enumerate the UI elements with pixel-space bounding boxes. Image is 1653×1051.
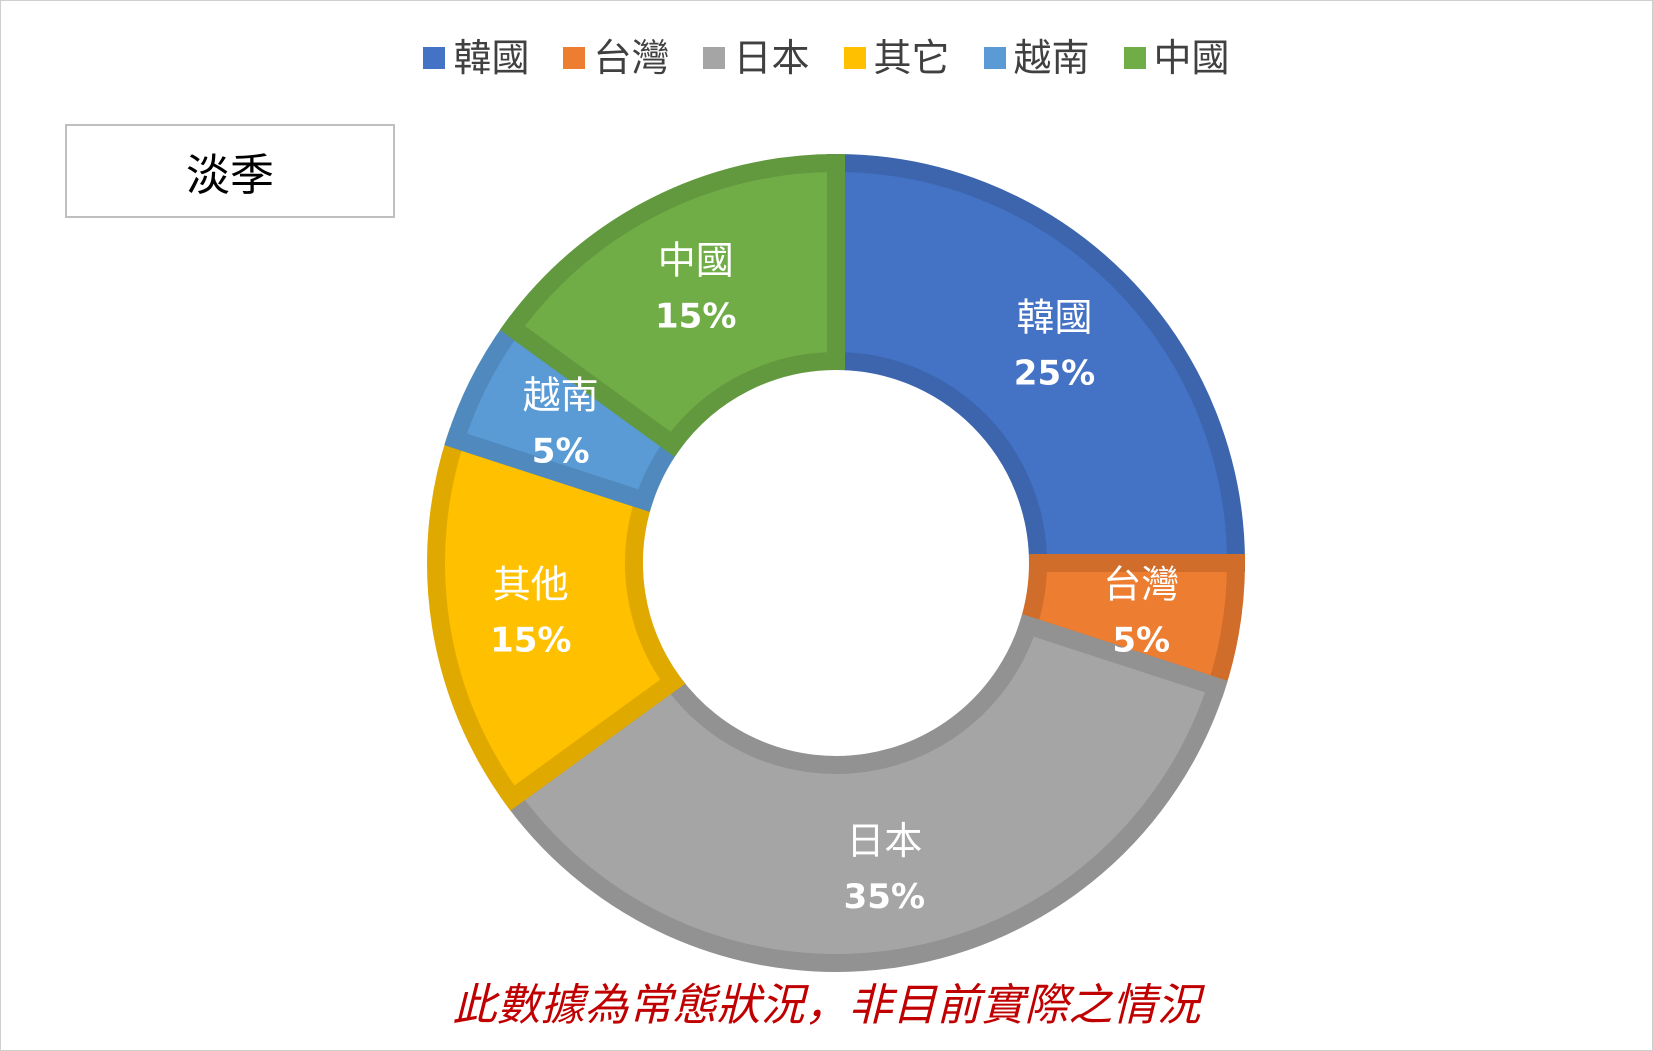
slice-percent-label-3: 15% xyxy=(490,620,571,660)
slice-category-label-0: 韓國 xyxy=(1016,296,1092,340)
slice-percent-label-0: 25% xyxy=(1014,354,1095,394)
legend-item-japan: 日本 xyxy=(703,36,810,80)
chart-legend: 韓國 台灣 日本 其它 越南 中國 xyxy=(1,39,1652,77)
legend-label-taiwan: 台灣 xyxy=(593,36,670,80)
donut-slice-2 xyxy=(499,614,1228,972)
donut-slices xyxy=(427,153,1246,972)
legend-label-other: 其它 xyxy=(873,36,950,80)
slice-percent-label-1: 5% xyxy=(1112,620,1170,660)
legend-label-korea: 韓國 xyxy=(453,36,530,80)
legend-item-taiwan: 台灣 xyxy=(563,39,669,77)
legend-swatch-taiwan xyxy=(563,47,586,69)
legend-item-korea: 韓國 xyxy=(423,39,529,77)
legend-label-china: 中國 xyxy=(1153,36,1230,80)
footnote-disclaimer: 此數據為常態狀況，非目前實際之情況 xyxy=(452,980,1201,1031)
slice-category-label-4: 越南 xyxy=(523,374,599,418)
slice-percent-label-5: 15% xyxy=(655,297,736,337)
legend-item-vietnam: 越南 xyxy=(983,36,1090,80)
legend-swatch-other xyxy=(843,47,866,69)
legend-label-vietnam: 越南 xyxy=(1013,36,1090,80)
donut-slice-5 xyxy=(499,153,845,457)
donut-labels: 韓國 25% 台灣 5% 日本 35% 其他 15% 越南 5% 中國 15% xyxy=(490,239,1179,918)
season-label-box: 淡季 xyxy=(65,124,395,218)
slice-category-label-2: 日本 xyxy=(846,819,922,863)
slice-percent-label-2: 35% xyxy=(844,877,925,917)
legend-label-japan: 日本 xyxy=(733,36,810,80)
legend-swatch-korea xyxy=(423,47,446,69)
donut-slice-0 xyxy=(827,153,1246,572)
slice-category-label-5: 中國 xyxy=(658,239,734,283)
legend-swatch-vietnam xyxy=(983,47,1006,69)
slice-category-label-3: 其他 xyxy=(493,562,569,606)
slice-percent-label-4: 5% xyxy=(532,432,590,472)
legend-swatch-japan xyxy=(703,47,726,69)
legend-item-china: 中國 xyxy=(1123,36,1230,80)
legend-item-other: 其它 xyxy=(843,36,950,80)
donut-slice-3 xyxy=(427,428,686,811)
slice-category-label-1: 台灣 xyxy=(1103,562,1179,606)
legend-swatch-china xyxy=(1123,47,1146,69)
season-label: 淡季 xyxy=(186,150,274,201)
